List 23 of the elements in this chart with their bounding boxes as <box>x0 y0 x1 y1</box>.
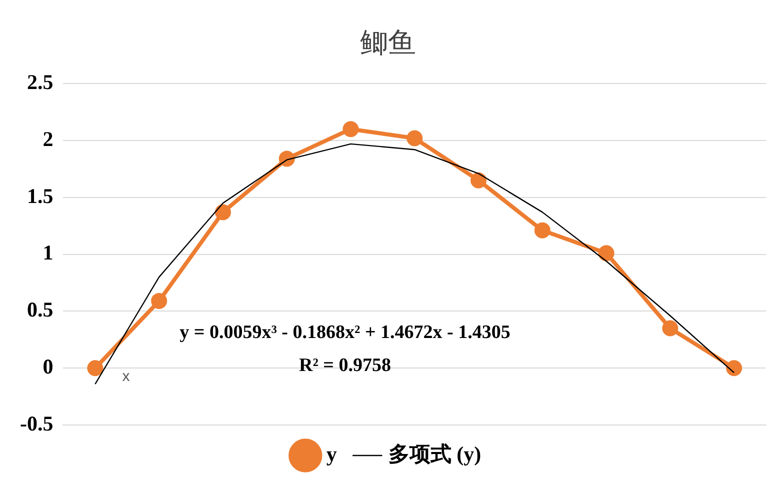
point <box>406 130 423 146</box>
y-tick-label: 0.5 <box>26 298 54 322</box>
point <box>726 360 742 376</box>
y-tick-label: 0 <box>42 354 54 379</box>
point <box>470 172 487 188</box>
annotation: y = 0.0059x³ - 0.1868x² + 1.4672x - 1.4305 <box>180 322 510 343</box>
chart-title: 鲫鱼 <box>360 28 416 60</box>
point <box>214 204 231 220</box>
y-tick-label: 2 <box>42 126 54 151</box>
legend-label: y <box>326 442 338 466</box>
point <box>534 222 550 238</box>
annotation: R² = 0.9758 <box>299 354 391 376</box>
annotation: x <box>122 368 130 386</box>
point <box>87 360 104 376</box>
y-tick-label: 2.5 <box>26 70 54 94</box>
y-tick-label: 1 <box>42 240 54 265</box>
y-tick-label: -0.5 <box>20 411 54 436</box>
point <box>342 121 359 138</box>
legend-label: 多项式 (y) <box>388 442 482 466</box>
y-tick-label: 1.5 <box>26 184 54 208</box>
point <box>151 292 168 309</box>
point <box>662 320 678 336</box>
point <box>598 245 614 262</box>
